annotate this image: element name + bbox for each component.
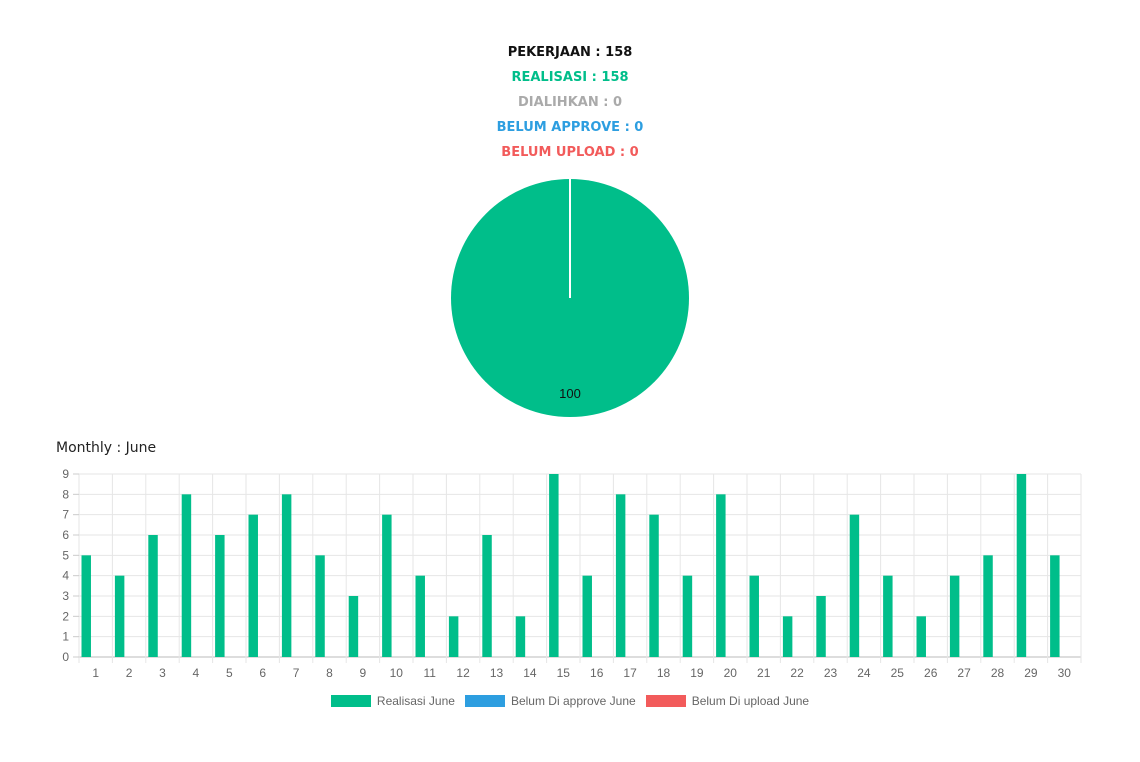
x-tick-label: 18 xyxy=(657,666,671,680)
bar[interactable] xyxy=(515,616,526,657)
summary-block: PEKERJAAN : 158 REALISASI : 158 DIALIHKA… xyxy=(0,40,1140,165)
bar[interactable] xyxy=(849,514,860,657)
bar-series-realisasi[interactable] xyxy=(81,474,1060,657)
realisasi-total: REALISASI : 158 xyxy=(511,70,629,85)
bar[interactable] xyxy=(448,616,459,657)
pekerjaan-total: PEKERJAAN : 158 xyxy=(507,45,633,60)
x-tick-label: 5 xyxy=(226,666,233,680)
x-tick-label: 19 xyxy=(690,666,704,680)
bar[interactable] xyxy=(415,575,425,657)
x-tick-label: 30 xyxy=(1058,666,1072,680)
x-tick-label: 11 xyxy=(423,666,436,680)
x-tick-label: 10 xyxy=(390,666,404,680)
bar[interactable] xyxy=(114,575,125,657)
x-tick-label: 12 xyxy=(456,666,470,680)
x-tick-label: 13 xyxy=(490,666,504,680)
x-tick-label: 29 xyxy=(1024,666,1038,680)
bar[interactable] xyxy=(1016,474,1027,657)
y-tick-label: 4 xyxy=(62,569,69,583)
legend-item-realisasi[interactable]: Realisasi June xyxy=(330,694,455,708)
x-tick-label: 3 xyxy=(159,666,166,680)
y-tick-label: 2 xyxy=(62,609,69,623)
bar[interactable] xyxy=(649,514,659,657)
x-tick-label: 1 xyxy=(92,666,99,680)
x-tick-label: 7 xyxy=(293,666,300,680)
x-tick-label: 22 xyxy=(790,666,804,680)
bar[interactable] xyxy=(81,555,91,657)
x-tick-label: 8 xyxy=(326,666,333,680)
y-tick-label: 3 xyxy=(62,589,69,603)
x-axis: 1 2 3 4 5 6 7 8 9 10 11 12 13 14 15 16 17 18 19 20 21 22 23 24 2… xyxy=(92,666,1071,680)
x-tick-label: 27 xyxy=(957,666,971,680)
bar[interactable] xyxy=(749,575,759,657)
pie-data-label: 100 xyxy=(559,386,581,401)
pie-chart[interactable]: 100 xyxy=(448,176,692,420)
x-tick-label: 9 xyxy=(360,666,367,680)
bar[interactable] xyxy=(716,494,726,657)
x-tick-label: 28 xyxy=(991,666,1005,680)
bar[interactable] xyxy=(916,616,926,657)
y-tick-label: 6 xyxy=(62,528,69,542)
bar[interactable] xyxy=(181,494,192,657)
dialihkan-total: DIALIHKAN : 0 xyxy=(518,95,622,110)
bar[interactable] xyxy=(549,474,559,657)
x-tick-label: 17 xyxy=(623,666,637,680)
bar[interactable] xyxy=(883,575,893,657)
legend-swatch-belum-approve xyxy=(464,695,505,707)
bar[interactable] xyxy=(315,555,325,657)
x-tick-label: 4 xyxy=(193,666,200,680)
bar[interactable] xyxy=(1050,555,1060,657)
legend-label-belum-approve: Belum Di approve June xyxy=(510,694,636,708)
bar[interactable] xyxy=(382,514,392,657)
belum-upload-total: BELUM UPLOAD : 0 xyxy=(501,145,639,160)
x-tick-label: 25 xyxy=(891,666,905,680)
x-tick-label: 26 xyxy=(924,666,938,680)
legend-swatch-realisasi xyxy=(330,695,371,707)
legend-item-belum-approve[interactable]: Belum Di approve June xyxy=(464,694,636,708)
bar[interactable] xyxy=(482,535,492,657)
legend-label-realisasi: Realisasi June xyxy=(376,694,455,708)
bar[interactable] xyxy=(348,596,359,657)
x-tick-label: 16 xyxy=(590,666,604,680)
chart-grid xyxy=(78,473,1082,663)
x-tick-label: 6 xyxy=(259,666,266,680)
y-tick-label: 0 xyxy=(62,650,69,664)
y-tick-label: 8 xyxy=(62,487,69,501)
y-tick-label: 7 xyxy=(62,508,69,522)
legend-label-belum-upload: Belum Di upload June xyxy=(691,694,810,708)
legend-swatch-belum-upload xyxy=(645,695,686,707)
belum-approve-total: BELUM APPROVE : 0 xyxy=(496,120,644,135)
x-tick-label: 23 xyxy=(824,666,838,680)
bar[interactable] xyxy=(248,514,258,657)
x-tick-label: 2 xyxy=(126,666,133,680)
x-tick-label: 21 xyxy=(757,666,771,680)
bar[interactable] xyxy=(949,575,960,657)
monthly-title: Monthly : June xyxy=(56,440,157,456)
x-tick-label: 14 xyxy=(523,666,537,680)
x-tick-label: 15 xyxy=(557,666,571,680)
x-tick-label: 24 xyxy=(857,666,871,680)
y-tick-label: 5 xyxy=(62,548,69,562)
bar[interactable] xyxy=(582,575,592,657)
bar[interactable] xyxy=(281,494,292,657)
y-tick-label: 1 xyxy=(62,630,69,644)
bar[interactable] xyxy=(215,535,225,657)
x-tick-label: 20 xyxy=(724,666,738,680)
legend-item-belum-upload[interactable]: Belum Di upload June xyxy=(645,694,810,708)
bar[interactable] xyxy=(615,494,626,657)
bar[interactable] xyxy=(682,575,693,657)
chart-legend: Realisasi June Belum Di approve June Bel… xyxy=(0,694,1140,708)
bar[interactable] xyxy=(816,596,826,657)
bar[interactable] xyxy=(983,555,993,657)
y-axis: 0 1 2 3 4 5 6 7 8 9 xyxy=(62,467,79,664)
y-tick-label: 9 xyxy=(62,467,69,481)
bar[interactable] xyxy=(148,535,158,657)
bar[interactable] xyxy=(782,616,793,657)
